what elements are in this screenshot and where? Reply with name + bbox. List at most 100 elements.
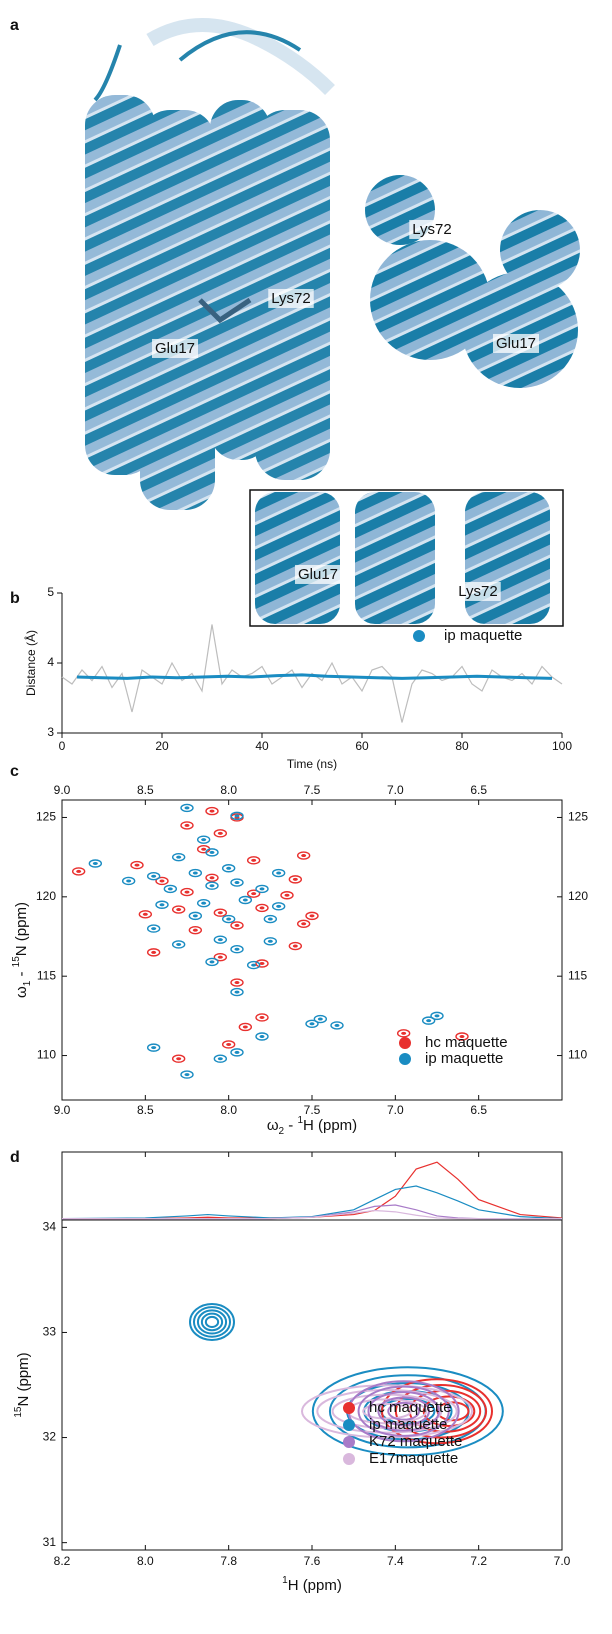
- axis-label: ω2 - 1H (ppm): [267, 1115, 357, 1137]
- legend-marker: [413, 630, 425, 642]
- peak: [455, 1032, 469, 1041]
- peak-core: [176, 1057, 182, 1061]
- x-tick-label: 7.8: [220, 1554, 237, 1568]
- residue-label: Glu17: [298, 566, 338, 583]
- y-tick-label: 115: [37, 968, 56, 982]
- x-tick-label: 7.6: [304, 1554, 321, 1568]
- x-tick-label: 40: [255, 739, 269, 753]
- peak: [246, 856, 261, 865]
- x-tick-label: 8.0: [220, 783, 237, 797]
- peak-core: [217, 1057, 223, 1061]
- peak-core: [234, 947, 240, 951]
- x-tick-label: 20: [155, 739, 169, 753]
- x-tick-label: 8.0: [220, 1103, 237, 1117]
- x-tick-label: 8.5: [137, 783, 154, 797]
- legend-marker: [343, 1419, 355, 1431]
- peak: [255, 1013, 269, 1022]
- peak-core: [259, 961, 265, 965]
- peak: [430, 1011, 444, 1021]
- peak-core: [234, 923, 240, 927]
- peak: [130, 860, 144, 870]
- peak-core: [217, 831, 223, 835]
- x-tick-label: 6.5: [470, 1103, 487, 1117]
- peak: [146, 948, 161, 957]
- inset-structure: [255, 492, 550, 624]
- peak: [188, 925, 203, 935]
- helix: [255, 492, 340, 624]
- residue-label: Glu17: [155, 340, 195, 357]
- peak: [121, 876, 136, 886]
- peak-core: [176, 855, 182, 859]
- peak-core: [184, 890, 190, 894]
- y-tick-label: 110: [37, 1048, 56, 1062]
- residue-label: Lys72: [271, 290, 310, 307]
- axis-label: ω1 - 15N (ppm): [11, 902, 33, 998]
- axis-label-part: H (ppm): [303, 1117, 357, 1134]
- peak: [171, 1054, 186, 1063]
- x-tick-label: 8.0: [137, 1554, 154, 1568]
- peak: [155, 900, 169, 909]
- peak-core: [217, 938, 223, 942]
- x-tick-label: 7.4: [387, 1554, 404, 1568]
- peak: [296, 851, 311, 860]
- peak: [221, 1040, 236, 1049]
- x-tick-label: 7.5: [304, 1103, 321, 1117]
- peak: [213, 935, 228, 944]
- loop: [93, 44, 122, 102]
- peak-core: [151, 874, 157, 878]
- legend-marker: [343, 1453, 355, 1465]
- peak: [305, 1019, 319, 1029]
- peak-core: [317, 1017, 323, 1021]
- x-tick-label: 100: [552, 739, 572, 753]
- peak: [188, 868, 203, 878]
- x-tick-label: 6.5: [470, 783, 487, 797]
- peak-core: [234, 981, 240, 985]
- contour-ring: [394, 1384, 488, 1439]
- x-tick-label: 7.2: [470, 1554, 487, 1568]
- legend-label: hc maquette: [369, 1399, 452, 1416]
- peak-core: [192, 914, 198, 918]
- y-tick-label: 125: [568, 810, 588, 824]
- peak-core: [184, 1073, 190, 1077]
- helix: [355, 492, 435, 624]
- panel-label: a: [10, 17, 19, 34]
- peak: [396, 1029, 411, 1038]
- peak-core: [217, 911, 223, 915]
- peak: [213, 829, 228, 838]
- contour-ring: [301, 1384, 473, 1439]
- peak: [305, 911, 319, 921]
- contour-ring: [189, 1302, 235, 1341]
- legend-label: K72 maquette: [369, 1433, 462, 1450]
- x-tick-label: 9.0: [54, 783, 71, 797]
- structure-left: [85, 18, 335, 510]
- legend-marker: [399, 1037, 411, 1049]
- peak-core: [292, 877, 298, 881]
- axis-label: 15N (ppm): [13, 1352, 32, 1417]
- peak-core: [201, 847, 207, 851]
- peak-core: [242, 898, 248, 902]
- peak-core: [276, 871, 282, 875]
- peak-core: [151, 927, 157, 931]
- peak-core: [151, 950, 157, 954]
- peak: [263, 914, 278, 924]
- peak: [71, 867, 86, 876]
- peak-core: [401, 1031, 407, 1035]
- peak: [213, 1054, 228, 1063]
- peak-core: [92, 861, 98, 865]
- data-line: [61, 624, 563, 723]
- peak-core: [259, 906, 265, 910]
- y-tick-label: 115: [568, 968, 587, 982]
- y-tick-label: 120: [36, 889, 56, 903]
- peak: [213, 952, 228, 962]
- contour-ring: [377, 1396, 430, 1427]
- y-tick-label: 31: [43, 1535, 57, 1549]
- y-tick-label: 33: [43, 1325, 57, 1339]
- peak-core: [234, 814, 240, 818]
- peak: [421, 1016, 436, 1025]
- peak: [180, 887, 194, 897]
- x-axis-title: Time (ns): [287, 757, 337, 771]
- peak: [188, 911, 203, 921]
- peak-core: [251, 963, 257, 967]
- label-bg: [455, 581, 501, 601]
